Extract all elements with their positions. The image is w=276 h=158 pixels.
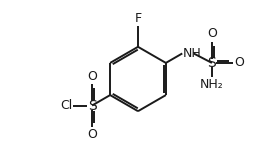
- Text: Cl: Cl: [60, 99, 72, 112]
- Text: S: S: [88, 98, 97, 112]
- Text: O: O: [87, 128, 97, 141]
- Text: NH₂: NH₂: [200, 78, 224, 91]
- Text: F: F: [134, 12, 142, 25]
- Text: O: O: [207, 27, 217, 40]
- Text: S: S: [208, 56, 216, 70]
- Text: O: O: [235, 56, 245, 69]
- Text: NH: NH: [183, 47, 202, 60]
- Text: O: O: [87, 70, 97, 83]
